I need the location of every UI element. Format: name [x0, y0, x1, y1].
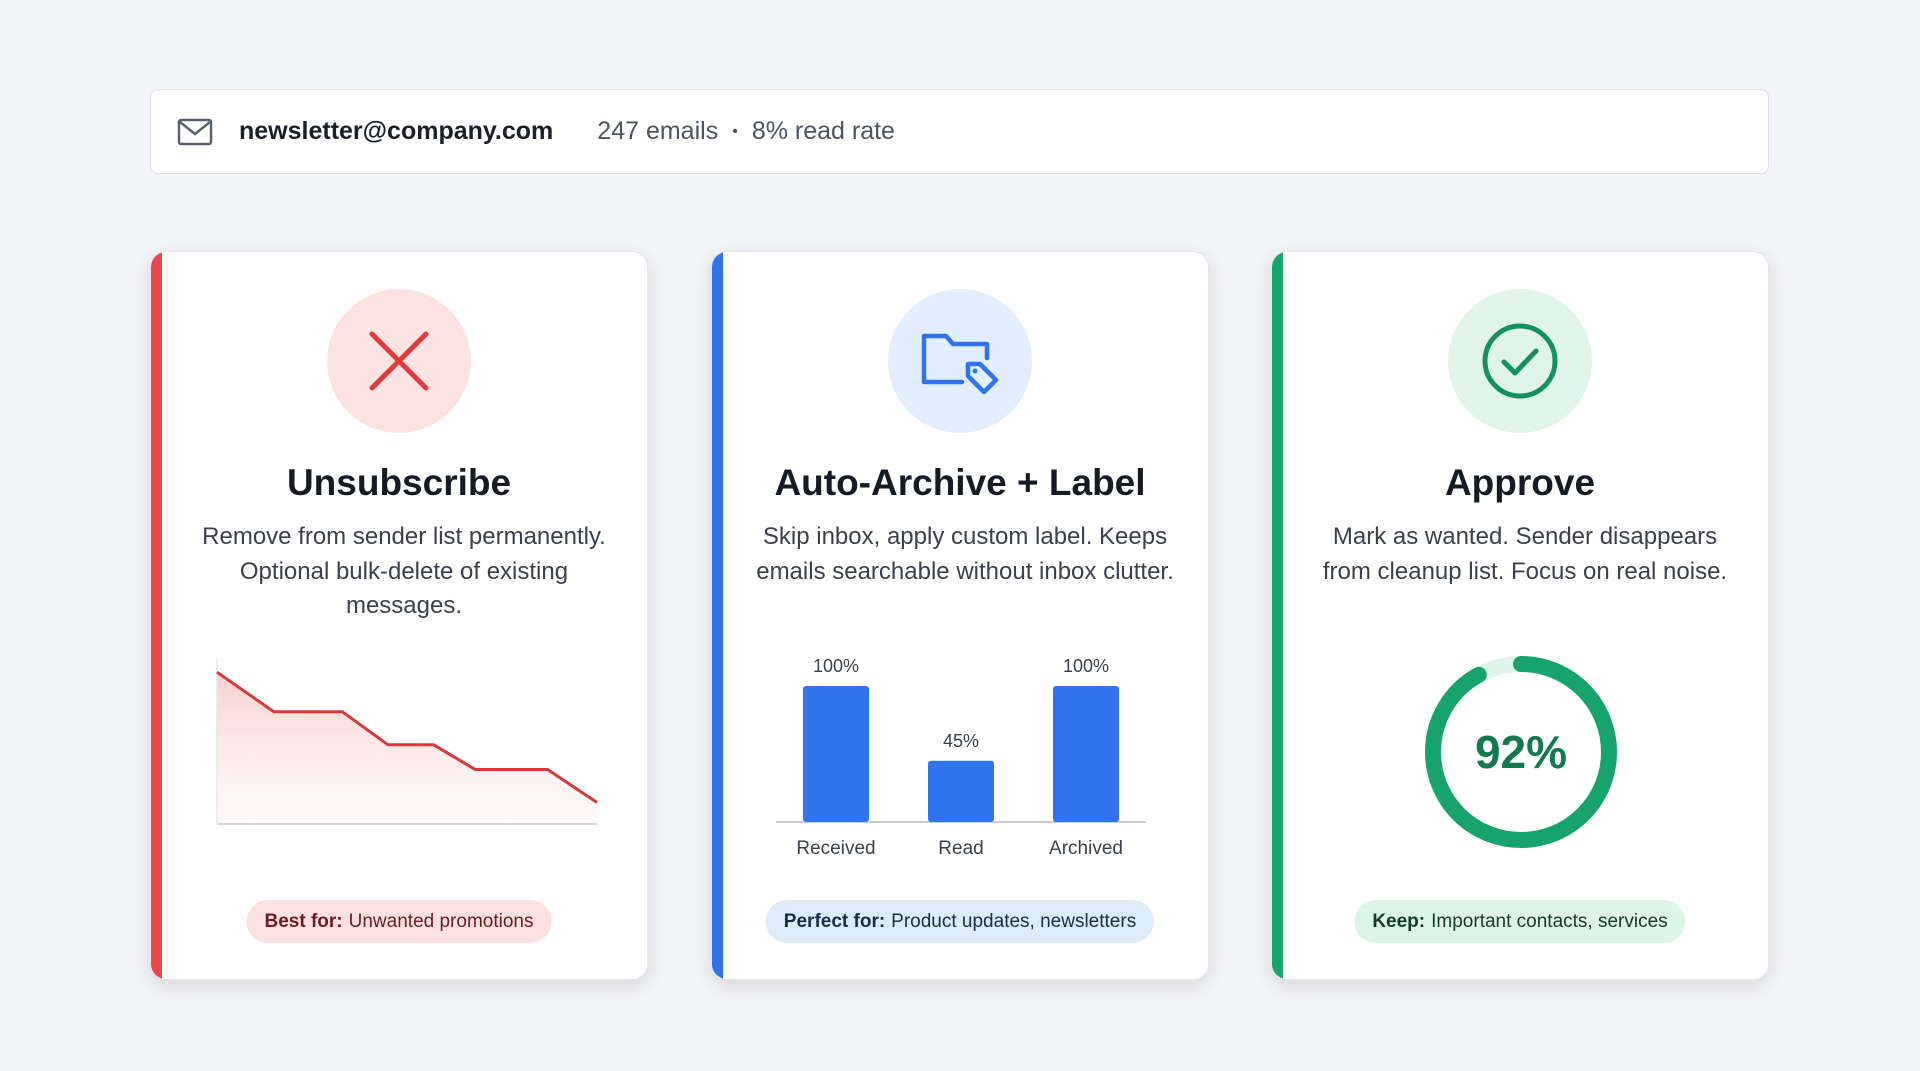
pill-label: Keep:: [1372, 910, 1426, 932]
accent-bar: [151, 252, 162, 979]
bar-received: [803, 686, 869, 822]
card-description: Skip inbox, apply custom label. Keeps em…: [756, 523, 1174, 585]
accent-bar: [1272, 252, 1283, 979]
best-for-pill: Best for: Unwanted promotions: [246, 900, 552, 943]
approval-donut: 92%: [1425, 656, 1617, 848]
area-fill: [217, 672, 597, 824]
donut-label: 92%: [1475, 726, 1567, 778]
sender-email: newsletter@company.com: [239, 117, 554, 145]
bar-category-label: Read: [938, 838, 983, 859]
bar-chart: 100% Received 45% Read 100% Archived: [776, 656, 1146, 859]
card-title: Auto-Archive + Label: [774, 462, 1146, 503]
accent-bar: [712, 252, 723, 979]
decline-chart: [216, 659, 598, 825]
bar-read: [928, 760, 994, 822]
decline-line: [216, 670, 598, 804]
approve-card[interactable]: Approve Mark as wanted. Sender disappear…: [1271, 251, 1769, 980]
unsubscribe-card[interactable]: Unsubscribe Remove from sender list perm…: [150, 251, 648, 980]
pill-label: Perfect for:: [783, 910, 886, 932]
bar-value-label: 45%: [943, 731, 979, 751]
pill-text: Important contacts, services: [1431, 910, 1668, 932]
bar-category-label: Archived: [1049, 838, 1123, 859]
pill-text: Unwanted promotions: [348, 910, 534, 932]
donut-progress: [1425, 656, 1617, 848]
sender-header: newsletter@company.com 247 emails • 8% r…: [150, 89, 1769, 174]
perfect-for-pill: Perfect for: Product updates, newsletters: [765, 900, 1155, 943]
card-description: Mark as wanted. Sender disappears from c…: [1322, 523, 1728, 585]
read-rate: 8% read rate: [751, 117, 895, 145]
folder-tag-icon: [888, 289, 1032, 433]
card-description: Remove from sender list permanently. Opt…: [202, 523, 606, 619]
check-circle-icon: [1448, 289, 1592, 433]
bar-value-label: 100%: [1063, 656, 1109, 676]
bar-category-label: Received: [796, 838, 875, 859]
card-title: Approve: [1444, 462, 1596, 503]
bar-archived: [1053, 686, 1119, 822]
mail-icon: [177, 118, 213, 145]
email-count: 247 emails: [597, 117, 719, 145]
auto-archive-card[interactable]: Auto-Archive + Label Skip inbox, apply c…: [711, 251, 1209, 980]
keep-pill: Keep: Important contacts, services: [1354, 900, 1686, 943]
bar-value-label: 100%: [813, 656, 859, 676]
separator: •: [732, 122, 738, 140]
card-title: Unsubscribe: [286, 462, 512, 503]
pill-text: Product updates, newsletters: [891, 910, 1137, 932]
pill-label: Best for:: [264, 910, 343, 932]
x-icon: [327, 289, 471, 433]
